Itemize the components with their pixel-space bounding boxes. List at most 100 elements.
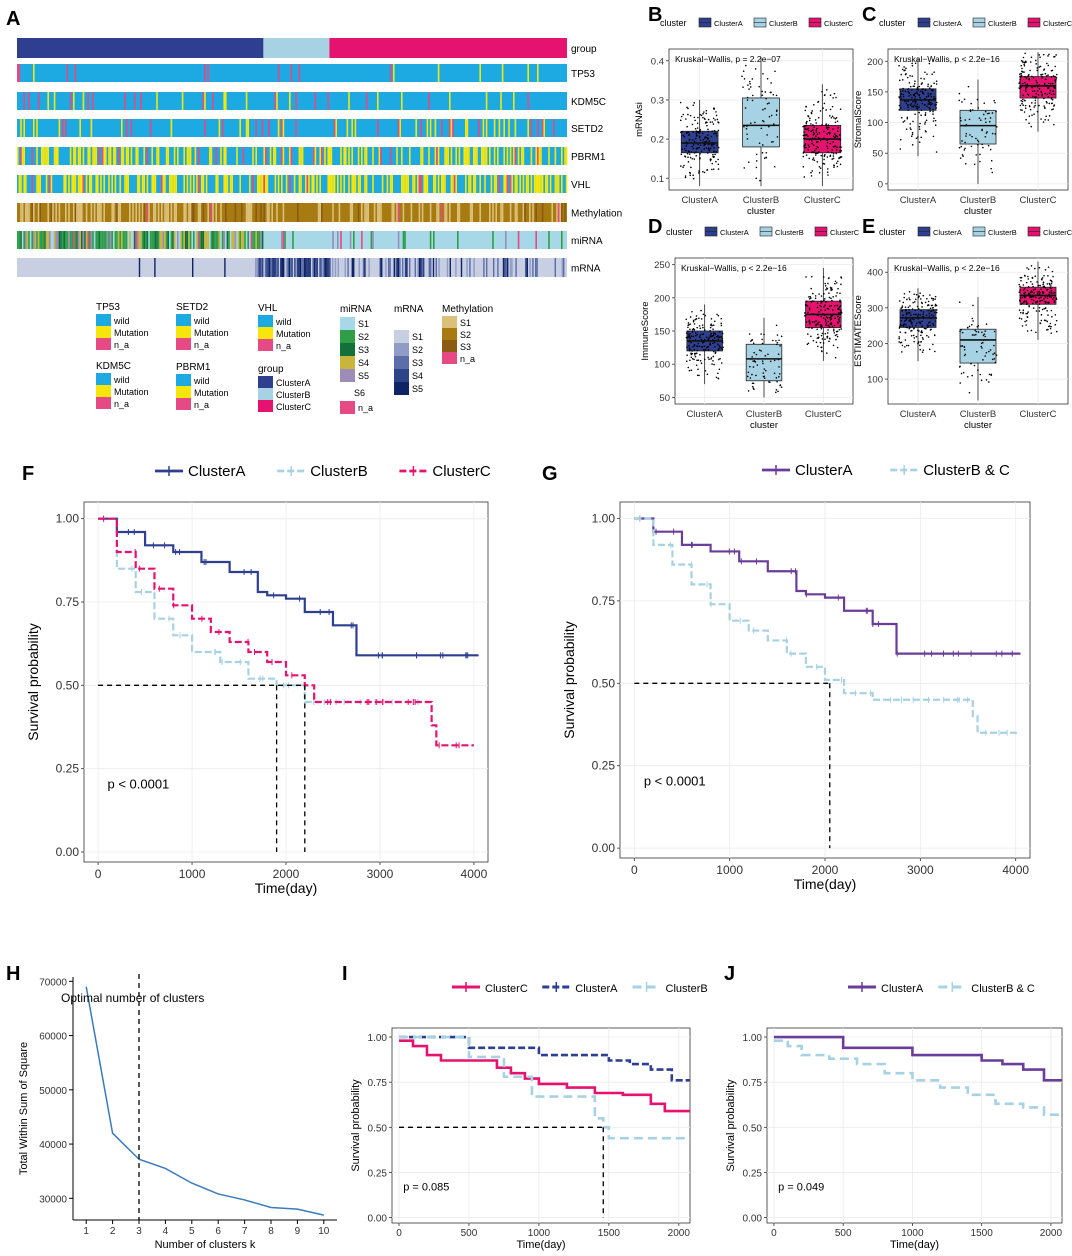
data-point: [981, 143, 983, 146]
track-vhl-cell: [125, 175, 128, 193]
track-vhl-cell: [215, 175, 217, 193]
data-point: [966, 375, 969, 378]
data-point: [1047, 266, 1050, 268]
legend-swatch: [176, 338, 191, 350]
data-point: [702, 112, 704, 115]
data-point: [1050, 325, 1052, 328]
data-point: [958, 99, 961, 102]
data-point: [1029, 291, 1032, 293]
data-point: [690, 341, 692, 344]
data-point: [717, 372, 719, 375]
data-point: [1056, 73, 1058, 76]
track-mirna-cell: [60, 231, 62, 249]
data-point: [1028, 78, 1030, 81]
data-point: [704, 348, 707, 351]
track-methylation-cell: [377, 203, 379, 222]
data-point: [821, 332, 824, 335]
track-pbrm1-cell: [103, 147, 105, 165]
track-vhl-cell: [516, 175, 518, 193]
data-point: [836, 160, 839, 163]
data-point: [758, 142, 761, 145]
track-mirna-cell: [242, 231, 245, 249]
data-point: [932, 135, 935, 138]
data-point: [909, 305, 911, 307]
data-point: [905, 312, 908, 315]
panel-label-i: I: [342, 963, 348, 985]
data-point: [921, 90, 924, 93]
data-point: [1038, 66, 1041, 68]
data-point: [805, 146, 807, 149]
track-vhl-cell: [274, 175, 277, 193]
data-point: [817, 101, 819, 104]
track-methylation-cell: [351, 203, 353, 222]
box-clusterb: [959, 328, 997, 364]
track-pbrm1-cell: [565, 147, 568, 165]
y-tick-label: 0.75: [743, 1078, 763, 1089]
data-point: [693, 140, 696, 143]
track-pbrm1-cell: [330, 147, 333, 165]
track-vhl-cell: [71, 175, 73, 193]
data-point: [970, 362, 972, 365]
data-point: [720, 322, 723, 325]
track-methylation-cell: [135, 203, 137, 222]
legend-title-mrna: mRNA: [394, 304, 424, 315]
data-point: [902, 325, 905, 327]
track-mirna-cell: [228, 231, 230, 249]
data-point: [925, 314, 928, 317]
data-point: [1020, 303, 1022, 306]
data-point: [926, 334, 928, 337]
track-setd2-cell: [541, 119, 544, 137]
track-methylation-cell: [255, 203, 257, 222]
data-point: [748, 88, 750, 90]
legend-item-label: ClusterC: [276, 402, 312, 412]
track-mirna-cell: [433, 231, 435, 249]
data-point: [836, 321, 839, 324]
data-point: [831, 299, 833, 302]
track-setd2-cell: [377, 119, 379, 137]
data-point: [992, 353, 994, 356]
data-point: [698, 325, 701, 327]
data-point: [807, 311, 809, 314]
track-vhl-cell: [119, 175, 121, 193]
track-kdm5c-cell: [37, 92, 40, 110]
legend-item-label: ClusterA: [720, 228, 749, 237]
track-mrna-cell: [266, 258, 268, 277]
data-point: [1042, 53, 1045, 56]
data-point: [1032, 95, 1034, 98]
track-kdm5c-cell: [28, 92, 30, 110]
data-point: [778, 373, 781, 375]
data-point: [712, 168, 715, 170]
data-point: [688, 171, 691, 174]
data-point: [691, 157, 694, 160]
track-methylation-cell: [103, 203, 105, 222]
track-methylation-cell: [501, 203, 504, 222]
track-vhl-cell: [538, 175, 541, 193]
data-point: [714, 352, 717, 355]
track-vhl-cell: [327, 175, 329, 193]
data-point: [780, 335, 783, 338]
data-point: [927, 94, 930, 97]
y-tick-label: 0.75: [592, 594, 616, 608]
track-setd2-cell: [239, 119, 241, 137]
track-mirna-cell: [149, 231, 152, 249]
data-point: [827, 124, 830, 126]
y-tick-label: 200: [867, 57, 883, 68]
data-point: [838, 318, 840, 320]
x-axis-label: Time(day): [255, 880, 318, 896]
data-point: [919, 314, 921, 316]
data-point: [1025, 118, 1027, 121]
data-point: [704, 314, 707, 317]
data-point: [835, 295, 837, 297]
data-point: [807, 333, 809, 335]
x-tick-label: 8: [268, 1226, 274, 1237]
track-methylation-cell: [338, 203, 341, 222]
data-point: [981, 347, 983, 349]
track-pbrm1-cell: [165, 147, 168, 165]
data-point: [711, 121, 714, 123]
track-mirna-cell: [181, 231, 184, 249]
track-mrna-cell: [267, 258, 269, 277]
track-pbrm1-cell: [69, 147, 72, 165]
data-point: [686, 354, 688, 356]
data-point: [921, 88, 924, 91]
data-point: [918, 321, 920, 324]
